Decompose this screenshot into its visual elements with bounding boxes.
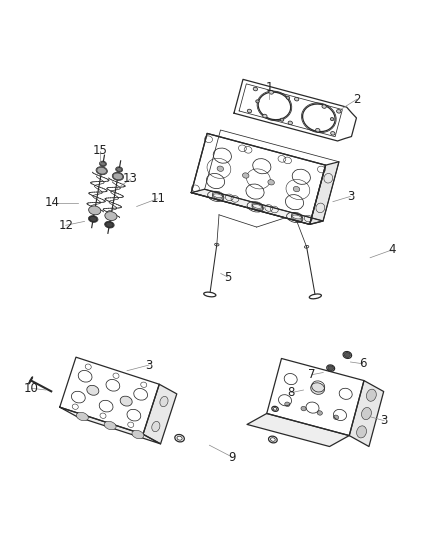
Polygon shape — [310, 161, 339, 224]
Ellipse shape — [217, 166, 223, 172]
Text: 12: 12 — [58, 219, 73, 232]
Ellipse shape — [104, 421, 116, 430]
Ellipse shape — [263, 114, 267, 118]
Ellipse shape — [152, 422, 160, 432]
Ellipse shape — [268, 180, 274, 185]
Ellipse shape — [175, 434, 184, 442]
Ellipse shape — [309, 294, 321, 299]
Ellipse shape — [328, 366, 333, 370]
Text: 13: 13 — [123, 172, 138, 185]
Ellipse shape — [132, 430, 144, 439]
Polygon shape — [191, 189, 323, 224]
Ellipse shape — [243, 173, 249, 178]
Ellipse shape — [280, 118, 284, 122]
Ellipse shape — [117, 167, 122, 172]
Text: 1: 1 — [265, 82, 273, 94]
Text: 4: 4 — [388, 244, 396, 256]
Ellipse shape — [112, 172, 124, 180]
Ellipse shape — [88, 206, 101, 215]
Text: 6: 6 — [359, 357, 367, 370]
Text: 7: 7 — [308, 368, 316, 381]
Ellipse shape — [268, 436, 277, 443]
Ellipse shape — [367, 389, 376, 401]
Ellipse shape — [322, 105, 326, 108]
Text: 3: 3 — [145, 359, 152, 372]
Text: 3: 3 — [381, 414, 388, 427]
Ellipse shape — [256, 100, 259, 103]
Ellipse shape — [96, 167, 107, 175]
Ellipse shape — [317, 411, 322, 415]
Ellipse shape — [76, 413, 88, 421]
Ellipse shape — [301, 406, 306, 411]
Ellipse shape — [272, 406, 278, 411]
Ellipse shape — [269, 91, 273, 94]
Ellipse shape — [311, 383, 325, 394]
Polygon shape — [247, 414, 349, 447]
Ellipse shape — [333, 415, 339, 419]
Ellipse shape — [316, 128, 320, 132]
Ellipse shape — [336, 110, 341, 113]
Ellipse shape — [285, 402, 290, 407]
Ellipse shape — [204, 292, 216, 297]
Text: 8: 8 — [288, 386, 295, 399]
Ellipse shape — [286, 96, 290, 99]
Text: 10: 10 — [24, 382, 39, 395]
Ellipse shape — [294, 98, 299, 101]
Text: 15: 15 — [92, 144, 107, 157]
Ellipse shape — [357, 426, 367, 438]
Ellipse shape — [89, 216, 97, 222]
Ellipse shape — [330, 118, 334, 120]
Ellipse shape — [120, 396, 132, 406]
Ellipse shape — [100, 162, 106, 166]
Text: 2: 2 — [353, 93, 361, 106]
Polygon shape — [143, 384, 177, 444]
Text: 3: 3 — [347, 190, 354, 203]
Ellipse shape — [87, 385, 99, 395]
Polygon shape — [267, 359, 364, 435]
Ellipse shape — [344, 352, 350, 358]
Ellipse shape — [361, 408, 371, 419]
Polygon shape — [60, 407, 161, 444]
Polygon shape — [349, 381, 384, 447]
Ellipse shape — [253, 87, 258, 91]
Ellipse shape — [105, 212, 117, 221]
Ellipse shape — [288, 121, 293, 125]
Ellipse shape — [106, 222, 113, 228]
Polygon shape — [234, 79, 357, 141]
Ellipse shape — [293, 187, 300, 192]
Text: 5: 5 — [224, 271, 231, 284]
Text: 9: 9 — [228, 450, 236, 464]
Text: 11: 11 — [150, 192, 165, 205]
Ellipse shape — [247, 109, 252, 113]
Text: 14: 14 — [45, 197, 60, 209]
Ellipse shape — [160, 397, 168, 407]
Ellipse shape — [331, 132, 335, 135]
Polygon shape — [60, 357, 159, 434]
Polygon shape — [191, 133, 325, 224]
